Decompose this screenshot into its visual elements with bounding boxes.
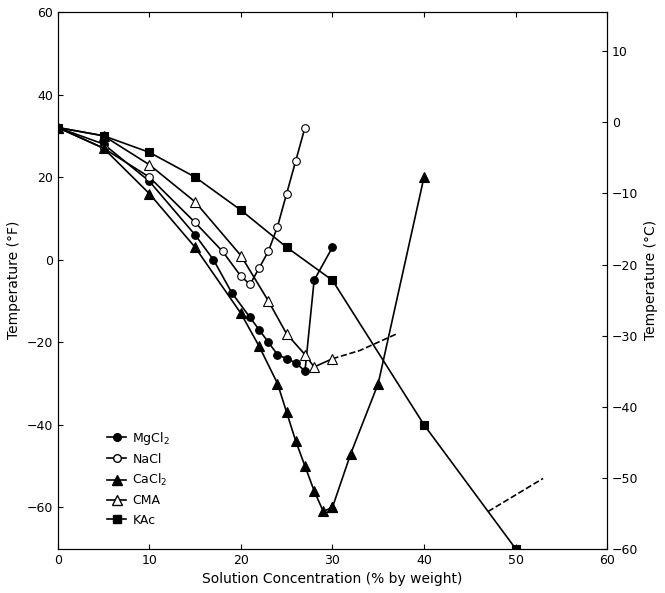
X-axis label: Solution Concentration (% by weight): Solution Concentration (% by weight) bbox=[202, 572, 463, 586]
Legend: MgCl$_2$, NaCl, CaCl$_2$, CMA, KAc: MgCl$_2$, NaCl, CaCl$_2$, CMA, KAc bbox=[102, 425, 175, 532]
Y-axis label: Temperature (°C): Temperature (°C) bbox=[644, 220, 658, 340]
Y-axis label: Temperature (°F): Temperature (°F) bbox=[7, 221, 21, 339]
